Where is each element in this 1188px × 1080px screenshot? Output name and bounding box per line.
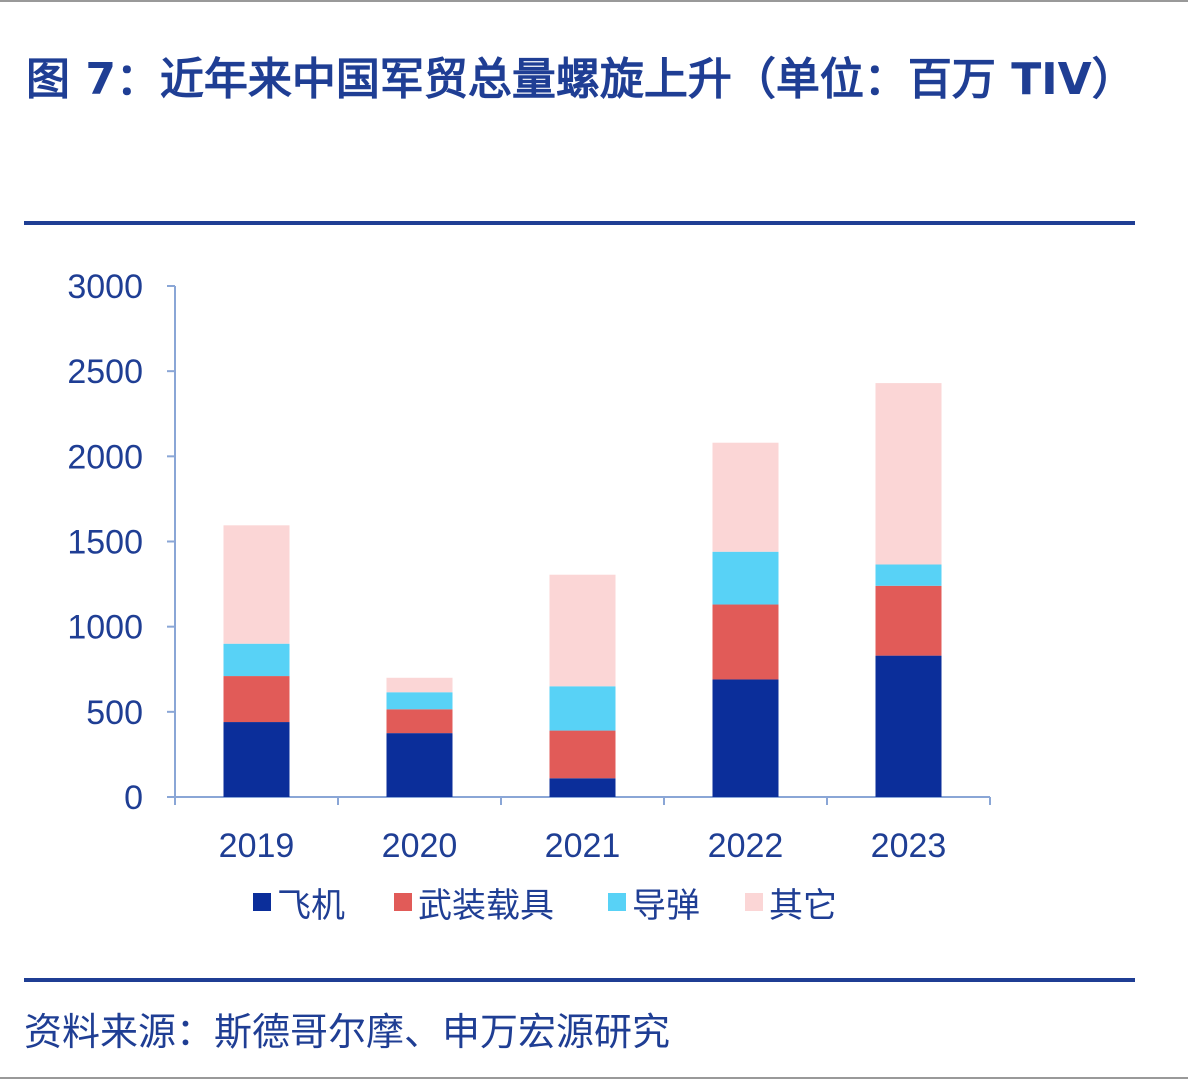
chart-title: 图 7：近年来中国军贸总量螺旋上升（单位：百万 TIV）	[26, 54, 1136, 105]
bar-segment-2020-其它	[386, 677, 453, 693]
x-tick-label: 2020	[382, 827, 458, 865]
frame-top-border	[0, 0, 1188, 2]
bar-segment-2021-导弹	[549, 686, 616, 731]
x-tick-label: 2023	[871, 827, 947, 865]
bar-segment-2023-导弹	[875, 564, 942, 586]
bar-segment-2021-武装载具	[549, 730, 616, 779]
bar-segment-2020-武装载具	[386, 709, 453, 734]
legend-item: 导弹	[608, 874, 700, 930]
y-tick-label: 1500	[67, 524, 143, 562]
bar-segment-2021-其它	[549, 574, 616, 687]
legend-swatch	[253, 893, 271, 911]
y-tick-label: 500	[86, 694, 143, 732]
legend-label: 其它	[769, 885, 837, 926]
legend-label: 导弹	[632, 885, 700, 926]
bar-segment-2022-武装载具	[712, 604, 779, 680]
legend-item: 飞机	[253, 874, 345, 930]
bar-segment-2023-飞机	[875, 655, 942, 797]
y-tick-label: 1000	[67, 609, 143, 647]
bottom-divider	[24, 978, 1135, 982]
bar-segment-2019-其它	[223, 525, 290, 644]
stacked-bar-chart: 0 500 1000 1500 2000 2500 3000 2019 2020 2021 2022…	[67, 268, 991, 865]
legend-item: 武装载具	[394, 874, 554, 930]
bar-segment-2021-飞机	[549, 778, 616, 797]
y-tick-label: 3000	[67, 268, 143, 306]
bar-segment-2019-导弹	[223, 643, 290, 677]
bar-segment-2022-飞机	[712, 679, 779, 797]
y-tick-label: 0	[124, 779, 143, 817]
x-tick-label: 2022	[708, 827, 784, 865]
frame-bottom-border	[0, 1077, 1188, 1079]
bar-segment-2022-其它	[712, 442, 779, 552]
top-divider	[24, 221, 1135, 225]
source-note: 资料来源：斯德哥尔摩、申万宏源研究	[24, 1010, 671, 1054]
legend-swatch	[608, 893, 626, 911]
bar-segment-2022-导弹	[712, 551, 779, 605]
legend-label: 武装载具	[418, 885, 554, 926]
bar-segment-2023-武装载具	[875, 585, 942, 656]
bar-segment-2019-飞机	[223, 722, 290, 797]
legend-swatch	[394, 893, 412, 911]
x-tick-label: 2019	[219, 827, 295, 865]
x-tick-label: 2021	[545, 827, 621, 865]
legend-label: 飞机	[277, 885, 345, 926]
bar-segment-2023-其它	[875, 383, 942, 565]
y-tick-label: 2500	[67, 353, 143, 391]
y-tick-label: 2000	[67, 438, 143, 476]
bar-segment-2020-飞机	[386, 733, 453, 797]
legend-item: 其它	[745, 874, 837, 930]
bar-segment-2020-导弹	[386, 692, 453, 710]
bar-segment-2019-武装载具	[223, 676, 290, 723]
legend-swatch	[745, 893, 763, 911]
